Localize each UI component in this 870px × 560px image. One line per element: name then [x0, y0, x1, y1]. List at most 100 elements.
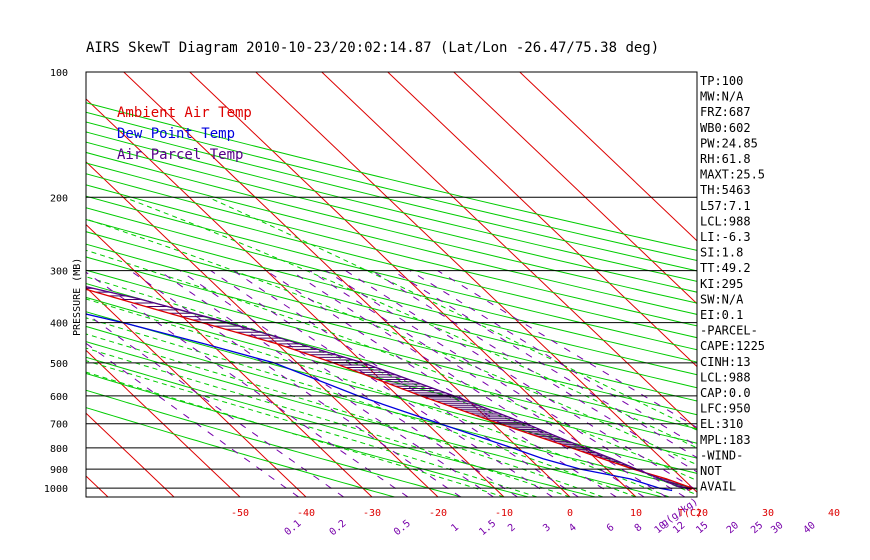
moist-adiabat-line — [123, 196, 697, 449]
mixing-ratio-tick-label: 4 — [567, 522, 579, 534]
mixing-ratio-line — [409, 270, 697, 447]
dry-adiabat-line — [86, 162, 697, 315]
mixing-ratio-tick-label: 1.5 — [477, 518, 498, 538]
dry-adiabat-line — [86, 311, 697, 474]
mixing-ratio-tick-label: 2 — [506, 522, 518, 534]
stats-line: EL:310 — [700, 417, 743, 431]
dry-adiabat-line — [86, 151, 697, 304]
dry-adiabat-line — [86, 283, 697, 444]
dry-adiabat-line — [86, 341, 663, 497]
isotherm-line — [453, 72, 697, 305]
isotherm-line — [0, 72, 42, 497]
mixing-ratio-line — [86, 342, 299, 497]
moist-adiabat-line — [86, 249, 697, 481]
dry-adiabat-line — [86, 256, 697, 416]
bottom-temp-tick-label: 30 — [762, 508, 774, 519]
isotherm-line — [519, 72, 697, 242]
stats-line: LFC:950 — [700, 402, 751, 416]
bottom-temp-tick-label: -10 — [495, 508, 513, 519]
isotherm-line — [86, 223, 373, 497]
stats-line: LCL:988 — [700, 214, 751, 228]
stats-line: KI:295 — [700, 277, 743, 291]
mixing-ratio-line — [392, 270, 697, 459]
dry-adiabat-line — [86, 102, 697, 251]
isobar-lines — [86, 196, 697, 489]
mixing-ratio-tick-label: 1 — [449, 522, 461, 534]
stats-line: LI:-6.3 — [700, 230, 751, 244]
parcel-temp-line — [86, 286, 690, 491]
dry-adiabat-line — [86, 269, 697, 430]
stats-line: CAPE:1225 — [700, 339, 765, 353]
bottom-temp-tick-label: -20 — [429, 508, 447, 519]
bottom-temp-tick-label: 0 — [567, 508, 573, 519]
mixing-ratio-tick-label: 0.2 — [328, 518, 349, 538]
plot-frame — [85, 71, 698, 498]
dry-adiabat-line — [86, 184, 697, 339]
bottom-temperature-axis: -50 -40 -30 -20 -10 0 10 20 30 40 — [231, 508, 840, 519]
mixing-ratio-axis: 0.1 0.2 0.5 1 1.5 2 3 4 6 8 10 12 15 20 25 30 40 — [283, 518, 818, 538]
stats-line: TP:100 — [700, 74, 743, 88]
bottom-temp-tick-label: -40 — [297, 508, 315, 519]
moist-adiabat-line — [86, 218, 697, 466]
mixing-ratio-tick-label: 25 — [749, 520, 765, 536]
isotherm-line — [189, 72, 637, 497]
dry-adiabat-line — [86, 173, 697, 327]
dewpoint-line — [86, 313, 673, 492]
background-grid — [0, 72, 697, 497]
stats-line: AVAIL — [700, 480, 736, 494]
stats-line: FRZ:687 — [700, 105, 751, 119]
mixing-ratio-line — [345, 270, 697, 491]
mixing-ratio-tick-label: 8 — [633, 522, 645, 534]
pressure-tick-label: 400 — [50, 319, 68, 330]
mixing-ratio-tick-label: 40 — [802, 520, 818, 536]
ambient-temp-line — [86, 288, 695, 492]
stats-line: NOT — [700, 464, 722, 478]
mixing-ratio-tick-label: 15 — [694, 520, 710, 536]
isotherm-line — [321, 72, 697, 431]
mixing-ratio-line — [437, 270, 697, 429]
isotherm-line — [255, 72, 697, 493]
stats-line: MPL:183 — [700, 433, 751, 447]
bottom-temp-tick-label: 10 — [630, 508, 642, 519]
legend: Ambient Air Temp Dew Point Temp Air Parcel… — [117, 105, 252, 163]
stats-line: PW:24.85 — [700, 136, 758, 150]
dry-adiabat-line — [86, 243, 697, 402]
stats-line: LCL:988 — [700, 370, 751, 384]
stats-line: SW:N/A — [700, 292, 744, 306]
bottom-temp-tick-label: -30 — [363, 508, 381, 519]
mixing-ratio-line — [210, 270, 553, 497]
moist-adiabat-line — [86, 317, 637, 497]
dry-adiabat-line — [86, 195, 697, 351]
stats-line: CINH:13 — [700, 355, 751, 369]
isotherm-line — [123, 72, 571, 497]
stats-line: RH:61.8 — [700, 152, 751, 166]
mixing-ratio-tick-label: 20 — [725, 520, 741, 536]
stats-line: -PARCEL- — [700, 324, 758, 338]
bottom-temp-tick-label: 40 — [828, 508, 840, 519]
mixing-ratio-tick-label: 6 — [605, 522, 617, 534]
dry-adiabat-line — [86, 372, 529, 497]
moist-adiabat-line — [86, 347, 571, 497]
mixing-ratio-tick-label: 0.5 — [392, 518, 413, 538]
moist-adiabat-line — [86, 371, 505, 497]
pressure-tick-label: 800 — [50, 444, 68, 455]
legend-entry: Ambient Air Temp — [117, 105, 252, 121]
isotherm-line — [387, 72, 697, 368]
mixing-ratio-line — [86, 271, 409, 497]
pressure-tick-label: 700 — [50, 420, 68, 431]
moist-adiabat-line — [86, 333, 604, 497]
pressure-tick-label: 500 — [50, 359, 68, 370]
pressure-axis: 100 200 300 400 500 600 700 800 900 1000 — [44, 68, 68, 495]
stats-line: WB0:602 — [700, 121, 751, 135]
isotherm-line — [86, 349, 241, 497]
pressure-tick-label: 600 — [50, 392, 68, 403]
stats-line: EI:0.1 — [700, 308, 743, 322]
pressure-tick-label: 100 — [50, 68, 68, 79]
mixing-ratio-line — [309, 270, 667, 497]
isotherm-line — [86, 286, 307, 497]
pressure-tick-label: 200 — [50, 193, 68, 204]
dry-adiabat-line — [86, 131, 697, 282]
stats-line: SI:1.8 — [700, 246, 743, 260]
stats-line: -WIND- — [700, 448, 743, 462]
dry-adiabat-line — [86, 141, 697, 293]
